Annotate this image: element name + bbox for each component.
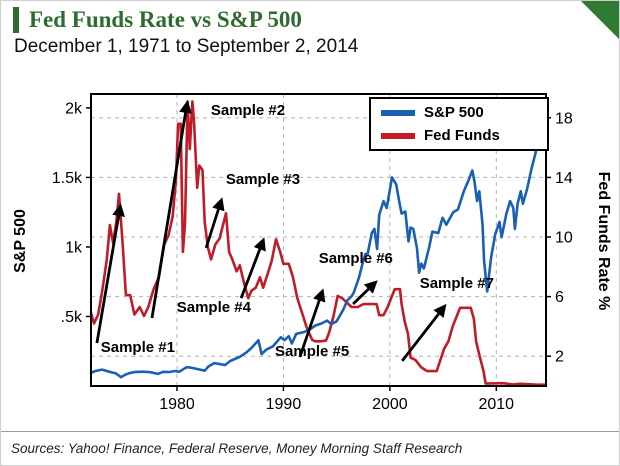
legend-item-sp500: S&P 500: [381, 104, 537, 121]
sample-arrow: [401, 303, 447, 362]
svg-text:2010: 2010: [478, 396, 514, 413]
sample-label: Sample #3: [226, 171, 300, 188]
sample-arrow: [95, 203, 125, 344]
legend: S&P 500 Fed Funds: [369, 97, 549, 151]
left-axis-title: S&P 500: [12, 209, 29, 273]
fed-funds-line-swatch: [381, 132, 415, 139]
sample-label: Sample #7: [420, 275, 494, 292]
svg-text:10: 10: [555, 230, 573, 247]
sample-label: Sample #6: [319, 250, 393, 267]
svg-text:2: 2: [555, 349, 564, 366]
svg-text:1990: 1990: [266, 396, 302, 413]
svg-text:.5k: .5k: [61, 309, 83, 326]
legend-item-fed-funds: Fed Funds: [381, 127, 537, 144]
right-axis-title: Fed Funds Rate %: [595, 171, 612, 311]
legend-label-fed-funds: Fed Funds: [424, 127, 500, 144]
page-subtitle: December 1, 1971 to September 2, 2014: [14, 36, 359, 58]
svg-text:1k: 1k: [65, 239, 83, 256]
sources-footer: Sources: Yahoo! Finance, Federal Reserve…: [1, 431, 619, 465]
sp500-line: [89, 106, 548, 379]
sample-arrow: [150, 100, 192, 319]
plot-border: [90, 93, 547, 387]
sample-label: Sample #4: [177, 299, 252, 316]
svg-text:2k: 2k: [65, 100, 83, 117]
svg-text:2000: 2000: [372, 396, 408, 413]
svg-text:18: 18: [555, 110, 573, 127]
sample-arrow: [239, 237, 266, 299]
sources-text: Sources: Yahoo! Finance, Federal Reserve…: [11, 441, 463, 456]
page-title: Fed Funds Rate vs S&P 500: [13, 7, 569, 34]
chart-area: 1980 1990 2000 2010 2k 1.5k 1k .5k 18 14 10 6 2 Sampl…: [1, 73, 619, 413]
header: Fed Funds Rate vs S&P 500 December 1, 19…: [13, 7, 569, 58]
svg-text:1.5k: 1.5k: [52, 170, 83, 187]
chart-svg: 1980 1990 2000 2010 2k 1.5k 1k .5k 18 14 10 6 2 Sampl…: [52, 93, 573, 413]
sp500-line-swatch: [381, 109, 415, 116]
sample-arrow: [298, 288, 326, 358]
annotations: Sample #1 Sample #2 Sample #3 Sample #4 Samp…: [95, 100, 494, 362]
legend-label-sp500: S&P 500: [424, 104, 484, 121]
sample-label: Sample #1: [101, 339, 175, 356]
svg-text:14: 14: [555, 170, 573, 187]
svg-text:6: 6: [555, 289, 564, 306]
sample-label: Sample #2: [211, 102, 285, 119]
sample-label: Sample #5: [275, 343, 349, 360]
tick-labels: 1980 1990 2000 2010 2k 1.5k 1k .5k 18 14 10 6 2: [52, 100, 573, 413]
sample-arrow: [204, 197, 225, 249]
corner-fold-decoration: [581, 1, 619, 39]
svg-text:1980: 1980: [159, 396, 195, 413]
sample-arrow: [352, 280, 378, 305]
